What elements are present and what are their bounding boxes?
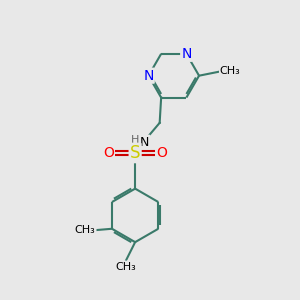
Text: S: S — [130, 144, 140, 162]
Text: O: O — [103, 146, 114, 160]
Text: N: N — [143, 69, 154, 83]
Text: O: O — [157, 146, 167, 160]
Text: N: N — [140, 136, 149, 149]
Text: CH₃: CH₃ — [75, 225, 96, 235]
Text: N: N — [181, 47, 192, 61]
Text: H: H — [131, 135, 139, 145]
Text: CH₃: CH₃ — [116, 262, 136, 272]
Text: CH₃: CH₃ — [220, 66, 241, 76]
